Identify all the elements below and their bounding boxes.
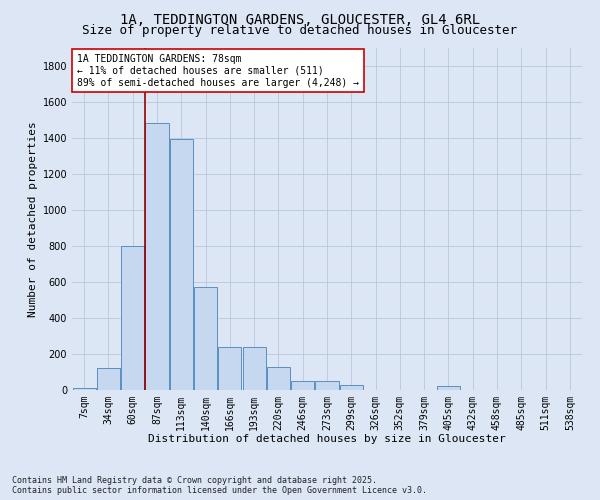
X-axis label: Distribution of detached houses by size in Gloucester: Distribution of detached houses by size … bbox=[148, 434, 506, 444]
Bar bbox=[291, 381, 314, 390]
Text: 1A TEDDINGTON GARDENS: 78sqm
← 11% of detached houses are smaller (511)
89% of s: 1A TEDDINGTON GARDENS: 78sqm ← 11% of de… bbox=[77, 54, 359, 88]
Bar bbox=[121, 246, 144, 390]
Text: 1A, TEDDINGTON GARDENS, GLOUCESTER, GL4 6RL: 1A, TEDDINGTON GARDENS, GLOUCESTER, GL4 … bbox=[120, 12, 480, 26]
Text: Size of property relative to detached houses in Gloucester: Size of property relative to detached ho… bbox=[83, 24, 517, 37]
Bar bbox=[437, 386, 460, 390]
Bar bbox=[316, 381, 338, 390]
Bar bbox=[218, 346, 241, 390]
Text: Contains HM Land Registry data © Crown copyright and database right 2025.
Contai: Contains HM Land Registry data © Crown c… bbox=[12, 476, 427, 495]
Bar bbox=[340, 384, 363, 390]
Bar bbox=[73, 388, 95, 390]
Bar bbox=[194, 287, 217, 390]
Bar bbox=[145, 123, 169, 390]
Bar bbox=[242, 346, 266, 390]
Bar bbox=[170, 140, 193, 390]
Bar bbox=[97, 368, 120, 390]
Y-axis label: Number of detached properties: Number of detached properties bbox=[28, 121, 38, 316]
Bar bbox=[267, 366, 290, 390]
